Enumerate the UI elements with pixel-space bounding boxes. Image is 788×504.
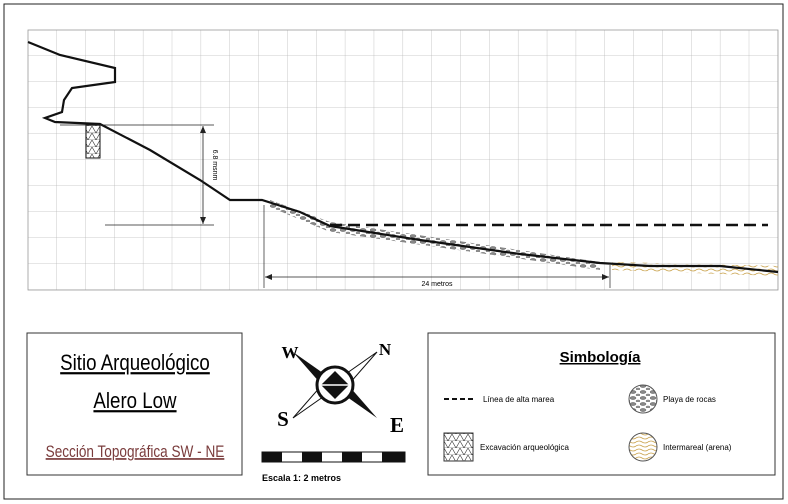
site-title: Sitio Arqueológico (60, 352, 210, 376)
excavation (85, 124, 101, 159)
legend-label: Playa de rocas (663, 395, 716, 404)
legend-swatch (628, 384, 658, 414)
legend-label: Línea de alta marea (483, 395, 555, 404)
legend-swatch (628, 432, 658, 462)
compass-w: W (282, 343, 299, 362)
scale-label: Escala 1: 2 metros (262, 473, 341, 483)
section-subtitle: Sección Topográfica SW - NE (46, 443, 225, 462)
distance-label: 24 metros (421, 281, 453, 288)
rock-beach (270, 200, 600, 270)
legend-label: Excavación arqueológica (480, 443, 569, 452)
title-box (26, 332, 243, 476)
legend-title: Simbología (560, 349, 641, 366)
compass-e: E (390, 413, 404, 437)
compass-rose (292, 351, 378, 419)
scale-bar (261, 451, 406, 463)
site-name: Alero Low (93, 390, 176, 414)
legend-label: Intermareal (arena) (663, 443, 732, 452)
legend-box (427, 332, 776, 476)
compass-n: N (379, 340, 392, 359)
compass-s: S (277, 407, 289, 431)
legend-swatch (443, 432, 474, 462)
grid (27, 29, 779, 291)
topographic-profile (27, 40, 779, 274)
height-label: 6.8 msnm (211, 150, 218, 181)
